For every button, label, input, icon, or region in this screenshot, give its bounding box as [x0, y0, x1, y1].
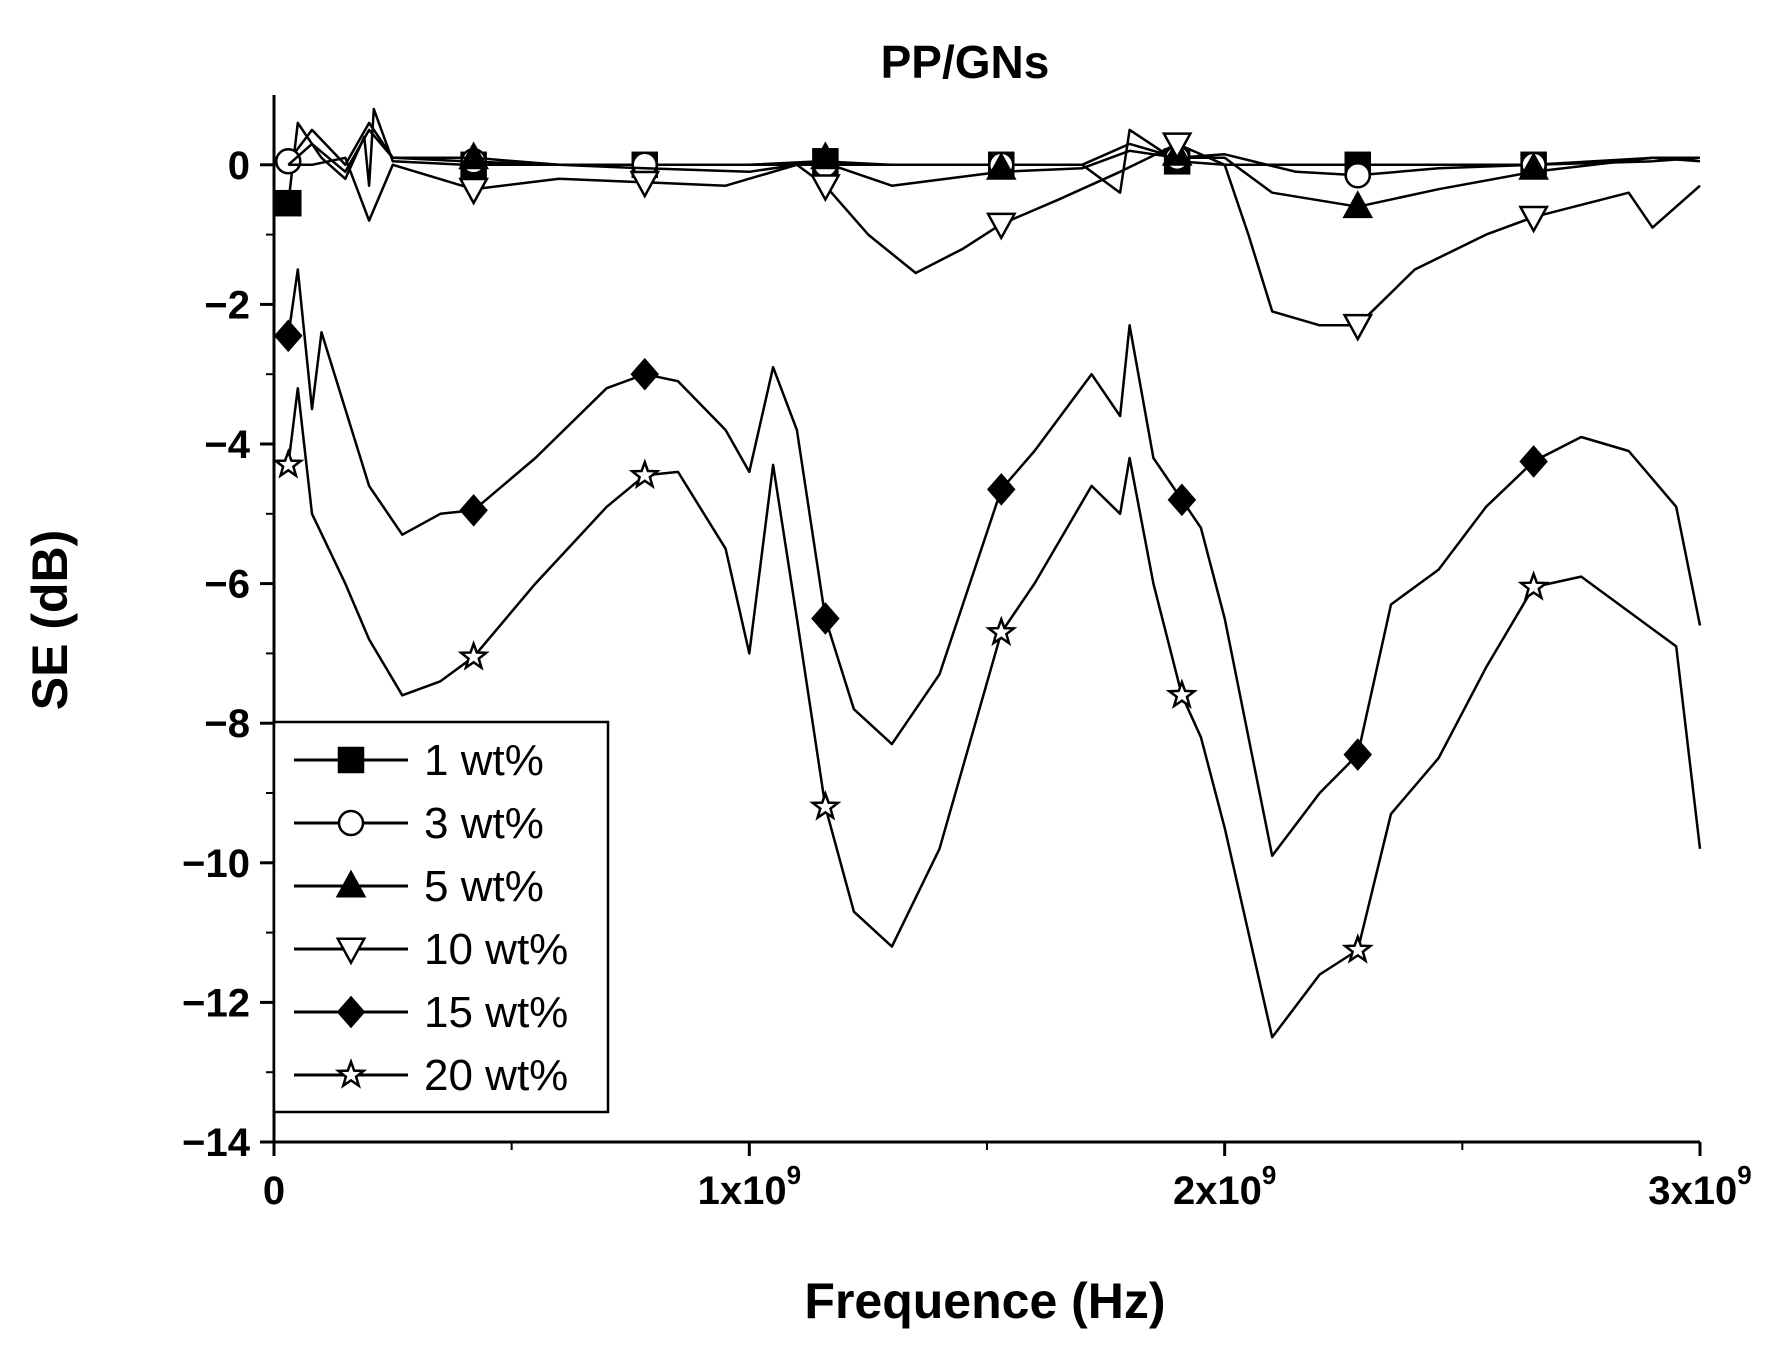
open-triangle-down-marker	[985, 212, 1017, 241]
filled-diamond-marker	[1519, 445, 1548, 478]
filled-triangle-marker	[985, 151, 1017, 180]
open-triangle-down-marker	[629, 170, 661, 199]
legend-label: 1 wt%	[424, 736, 544, 785]
open-triangle-down-marker	[1342, 313, 1374, 342]
y-tick-label: −14	[182, 1121, 251, 1165]
filled-triangle-marker	[458, 141, 489, 170]
series-10-wt-	[288, 132, 1701, 342]
series-line	[287, 121, 1700, 177]
legend-label: 20 wt%	[424, 1051, 568, 1100]
legend-item: 1 wt%	[294, 736, 544, 785]
filled-triangle-marker	[1518, 151, 1549, 180]
filled-diamond-marker	[986, 473, 1016, 506]
legend-label: 3 wt%	[424, 799, 544, 848]
open-star-marker	[1341, 933, 1374, 964]
y-tick-label: −4	[204, 423, 250, 467]
filled-square-marker	[275, 189, 302, 217]
y-tick-label: 0	[228, 144, 250, 188]
open-star-marker	[1517, 570, 1550, 601]
x-tick-label: 3x109	[1648, 1160, 1751, 1213]
open-star-marker	[1165, 678, 1198, 710]
filled-diamond-marker	[459, 494, 488, 527]
filled-diamond-marker	[630, 357, 660, 391]
x-tick-label: 0	[263, 1169, 285, 1213]
series-5-wt-	[287, 128, 1701, 219]
open-circle-marker	[337, 809, 365, 837]
y-tick-label: −2	[204, 283, 250, 327]
filled-diamond-marker	[273, 319, 303, 353]
chart-title: PP/GNs	[881, 36, 1050, 88]
legend-label: 15 wt%	[424, 988, 568, 1037]
legend: 1 wt% 3 wt% 5 wt% 10 wt% 15 wt% 20 wt%	[272, 720, 610, 1114]
open-star-marker	[985, 615, 1018, 647]
series-line	[287, 268, 1702, 858]
legend-label: 5 wt%	[424, 862, 544, 911]
open-triangle-down-marker	[1518, 205, 1549, 234]
series-line	[287, 107, 1701, 204]
open-triangle-down-marker	[458, 177, 489, 206]
x-tick-label: 1x109	[698, 1160, 801, 1213]
filled-diamond-marker	[1167, 483, 1197, 517]
filled-square-marker	[337, 746, 365, 774]
filled-triangle-marker	[335, 869, 367, 898]
y-tick-label: −6	[204, 563, 250, 607]
x-axis-title: Frequence (Hz)	[804, 1273, 1165, 1329]
open-triangle-down-marker	[335, 937, 367, 966]
series-line	[287, 386, 1702, 1039]
y-tick-label: −10	[182, 842, 250, 886]
open-star-marker	[334, 1058, 368, 1089]
y-tick-label: −12	[182, 981, 250, 1025]
y-axis-title: SE (dB)	[22, 530, 78, 711]
series-layer	[272, 107, 1702, 1039]
open-star-marker	[809, 790, 842, 821]
legend-item: 10 wt%	[294, 925, 568, 974]
filled-triangle-marker	[1342, 190, 1374, 219]
open-star-marker	[457, 639, 490, 671]
series-line	[287, 128, 1701, 208]
open-triangle-down-marker	[810, 174, 841, 203]
x-tick-label: 2x109	[1173, 1160, 1276, 1213]
open-star-marker	[272, 447, 305, 479]
filled-diamond-marker	[1343, 738, 1373, 771]
open-triangle-down-marker	[1161, 132, 1193, 161]
legend-label: 10 wt%	[424, 925, 568, 974]
legend-box	[272, 720, 610, 1114]
open-star-marker	[628, 458, 661, 490]
open-circle-marker	[275, 148, 302, 175]
filled-diamond-marker	[811, 602, 840, 635]
filled-diamond-marker	[336, 995, 366, 1029]
legend-item: 15 wt%	[294, 988, 568, 1037]
y-tick-label: −8	[204, 702, 250, 746]
legend-item: 3 wt%	[294, 799, 544, 848]
legend-item: 5 wt%	[294, 862, 544, 911]
axes: 0 −2 −4 −6 −8 −10 −12 −14 0 1x109 2x109 3x109	[182, 95, 1752, 1213]
series-15-wt-	[273, 268, 1702, 858]
legend-item: 20 wt%	[294, 1051, 568, 1100]
filled-triangle-marker	[810, 141, 841, 170]
series-20-wt-	[272, 386, 1702, 1039]
open-circle-marker	[1344, 162, 1372, 189]
